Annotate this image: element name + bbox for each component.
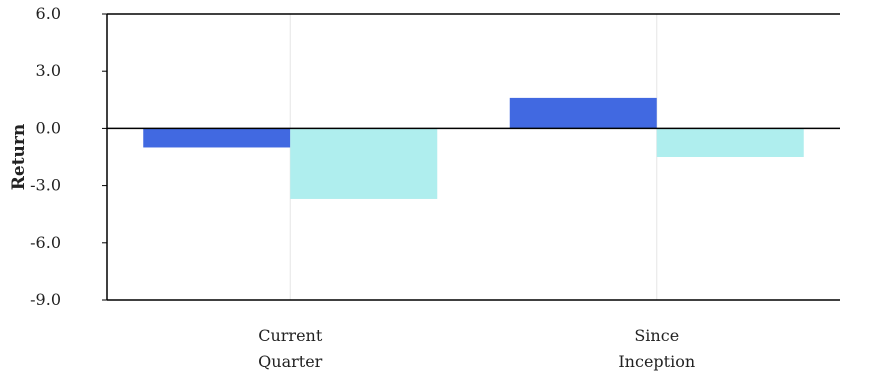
y-tick-labels: 6.0 3.0 0.0 -3.0 -6.0 -9.0: [30, 4, 61, 309]
y-tick-label: -6.0: [30, 233, 61, 252]
bar: [656, 128, 804, 157]
y-axis-title: Return: [9, 124, 29, 190]
y-tick-label: 0.0: [36, 118, 61, 137]
bar: [143, 128, 291, 148]
bar: [290, 128, 438, 199]
y-tick-label: 6.0: [36, 4, 61, 23]
x-category-label-line: Since: [634, 326, 679, 345]
x-category-label-line: Inception: [618, 352, 695, 371]
bars: [143, 97, 804, 199]
y-tick-label: -3.0: [30, 176, 61, 195]
x-category-label-line: Current: [258, 326, 323, 345]
x-category-label: Since Inception: [618, 326, 695, 371]
x-category-label-line: Quarter: [258, 352, 323, 371]
y-tick-label: 3.0: [36, 61, 61, 80]
x-category-labels: Current Quarter Since Inception: [258, 326, 695, 371]
bar: [509, 97, 657, 129]
x-category-label: Current Quarter: [258, 326, 323, 371]
y-tick-label: -9.0: [30, 290, 61, 309]
axes: [102, 13, 840, 301]
